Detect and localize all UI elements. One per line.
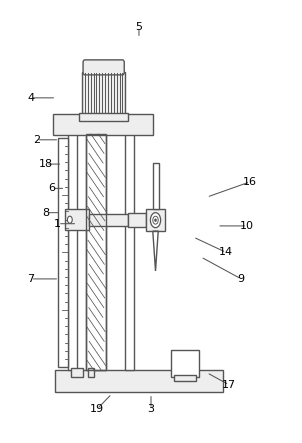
Bar (79, 113, 128, 121)
Circle shape (150, 213, 161, 228)
FancyBboxPatch shape (83, 60, 124, 75)
Circle shape (67, 216, 72, 223)
Bar (86, 134, 106, 370)
Circle shape (155, 219, 156, 222)
Text: 2: 2 (33, 135, 40, 145)
Text: 9: 9 (238, 274, 245, 284)
Text: 4: 4 (27, 93, 34, 103)
Bar (146, 209, 165, 231)
Bar (174, 375, 196, 381)
Bar (65, 209, 89, 230)
Text: 16: 16 (243, 177, 257, 187)
Bar (171, 350, 199, 377)
Bar (55, 370, 223, 392)
Bar (68, 134, 77, 370)
Text: 17: 17 (222, 380, 236, 390)
Text: 18: 18 (39, 159, 53, 169)
Text: 10: 10 (240, 221, 254, 231)
Text: 5: 5 (136, 22, 143, 32)
Bar (86, 134, 106, 370)
Text: 1: 1 (54, 219, 61, 229)
Bar (82, 72, 125, 114)
Polygon shape (153, 231, 158, 271)
Text: 3: 3 (147, 404, 155, 414)
Bar (71, 368, 83, 377)
Bar (88, 368, 94, 377)
Bar (58, 138, 68, 367)
Text: 6: 6 (48, 183, 55, 194)
Bar (86, 134, 106, 370)
Bar (53, 114, 153, 136)
Bar (128, 213, 146, 227)
Text: 8: 8 (42, 208, 49, 218)
Text: 19: 19 (90, 404, 104, 414)
Text: 14: 14 (219, 247, 233, 257)
Text: 7: 7 (27, 274, 34, 284)
Bar (125, 134, 134, 370)
Bar (89, 214, 128, 226)
Bar (153, 163, 159, 209)
Circle shape (153, 216, 158, 224)
